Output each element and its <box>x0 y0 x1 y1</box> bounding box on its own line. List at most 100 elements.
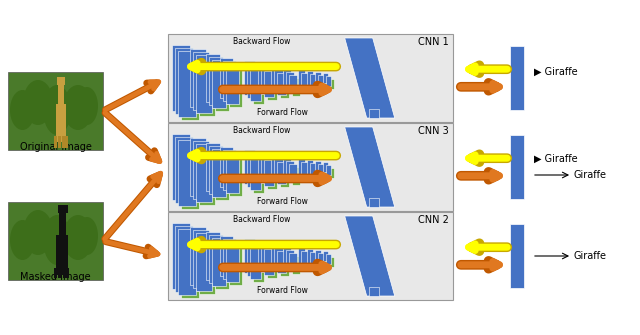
Bar <box>226 242 239 282</box>
Bar <box>253 70 264 104</box>
Text: Forward Flow: Forward Flow <box>257 108 307 117</box>
Text: Backward Flow: Backward Flow <box>234 37 291 46</box>
Bar <box>289 75 297 93</box>
Bar <box>310 74 316 87</box>
Bar <box>510 135 524 199</box>
Ellipse shape <box>63 85 93 130</box>
Bar <box>261 246 271 272</box>
Bar <box>253 248 264 282</box>
Bar <box>280 255 289 276</box>
Bar <box>226 153 239 193</box>
Bar <box>323 162 328 172</box>
Polygon shape <box>345 38 395 118</box>
Bar <box>178 140 196 206</box>
Text: Masked Image: Masked Image <box>20 272 91 282</box>
Bar <box>318 75 324 87</box>
Bar <box>310 74 316 87</box>
Bar <box>212 60 226 108</box>
Bar <box>315 72 321 84</box>
Bar <box>258 154 268 180</box>
Bar <box>301 162 308 178</box>
Bar <box>261 246 271 272</box>
Ellipse shape <box>10 220 35 260</box>
Bar <box>58 268 61 278</box>
Bar <box>229 156 242 196</box>
Bar <box>261 68 271 94</box>
Bar <box>247 64 258 98</box>
Bar <box>212 238 226 286</box>
Bar <box>190 138 206 196</box>
Bar <box>63 268 66 278</box>
Bar <box>250 67 261 101</box>
Text: ▶ Giraffe: ▶ Giraffe <box>534 67 578 77</box>
Bar <box>206 143 220 191</box>
Bar <box>212 60 226 108</box>
Bar <box>318 75 324 87</box>
Bar <box>206 232 220 280</box>
Bar <box>58 205 68 213</box>
Bar <box>193 52 209 110</box>
Bar <box>196 144 212 202</box>
Bar <box>65 136 68 148</box>
Bar <box>267 74 277 100</box>
Bar <box>209 235 223 283</box>
Bar <box>286 250 294 268</box>
Bar <box>58 136 61 148</box>
Bar <box>250 156 261 190</box>
Bar <box>226 153 239 193</box>
Bar <box>286 161 294 179</box>
Bar <box>206 54 220 102</box>
Bar <box>315 250 321 262</box>
Ellipse shape <box>43 215 71 265</box>
Bar <box>307 249 313 263</box>
FancyBboxPatch shape <box>168 212 453 300</box>
Bar <box>178 229 196 295</box>
Bar <box>220 147 233 187</box>
Bar <box>193 141 209 199</box>
Bar <box>274 70 283 91</box>
Bar <box>196 233 212 290</box>
Bar <box>172 223 190 289</box>
Bar <box>329 257 334 267</box>
Bar <box>286 161 294 179</box>
Bar <box>286 250 294 268</box>
Bar <box>310 163 316 177</box>
Bar <box>369 287 379 296</box>
Bar <box>178 229 196 295</box>
Bar <box>321 167 327 179</box>
Bar <box>190 49 206 107</box>
Bar <box>264 160 274 186</box>
Bar <box>289 164 297 182</box>
Text: Backward Flow: Backward Flow <box>234 126 291 135</box>
Bar <box>283 158 291 176</box>
Bar <box>274 70 283 91</box>
Bar <box>310 252 316 266</box>
Bar <box>181 143 199 209</box>
Bar <box>280 76 289 97</box>
Bar <box>315 161 321 173</box>
Bar <box>223 61 236 101</box>
Bar <box>307 160 313 174</box>
Bar <box>292 167 300 185</box>
Bar <box>277 73 286 94</box>
Bar <box>307 71 313 85</box>
Bar <box>244 61 255 95</box>
Bar <box>181 54 199 120</box>
Bar <box>321 78 327 90</box>
Bar <box>247 153 258 187</box>
Bar <box>172 134 190 200</box>
Bar <box>190 227 206 285</box>
FancyBboxPatch shape <box>168 123 453 211</box>
Bar <box>250 245 261 279</box>
Bar <box>250 156 261 190</box>
Bar <box>196 55 212 113</box>
Bar <box>193 141 209 199</box>
Bar <box>298 159 305 175</box>
Bar <box>209 57 223 105</box>
Bar <box>321 256 327 268</box>
Bar <box>209 235 223 283</box>
Bar <box>264 160 274 186</box>
Bar <box>258 243 268 269</box>
Bar <box>326 165 331 175</box>
Bar <box>226 64 239 104</box>
